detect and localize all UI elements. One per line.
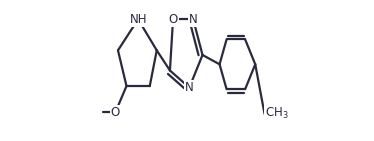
- Text: NH: NH: [129, 13, 147, 26]
- Text: N: N: [189, 13, 197, 26]
- Text: O: O: [111, 106, 120, 119]
- Text: N: N: [185, 81, 194, 94]
- Text: CH$_3$: CH$_3$: [264, 106, 288, 122]
- Text: O: O: [168, 13, 178, 26]
